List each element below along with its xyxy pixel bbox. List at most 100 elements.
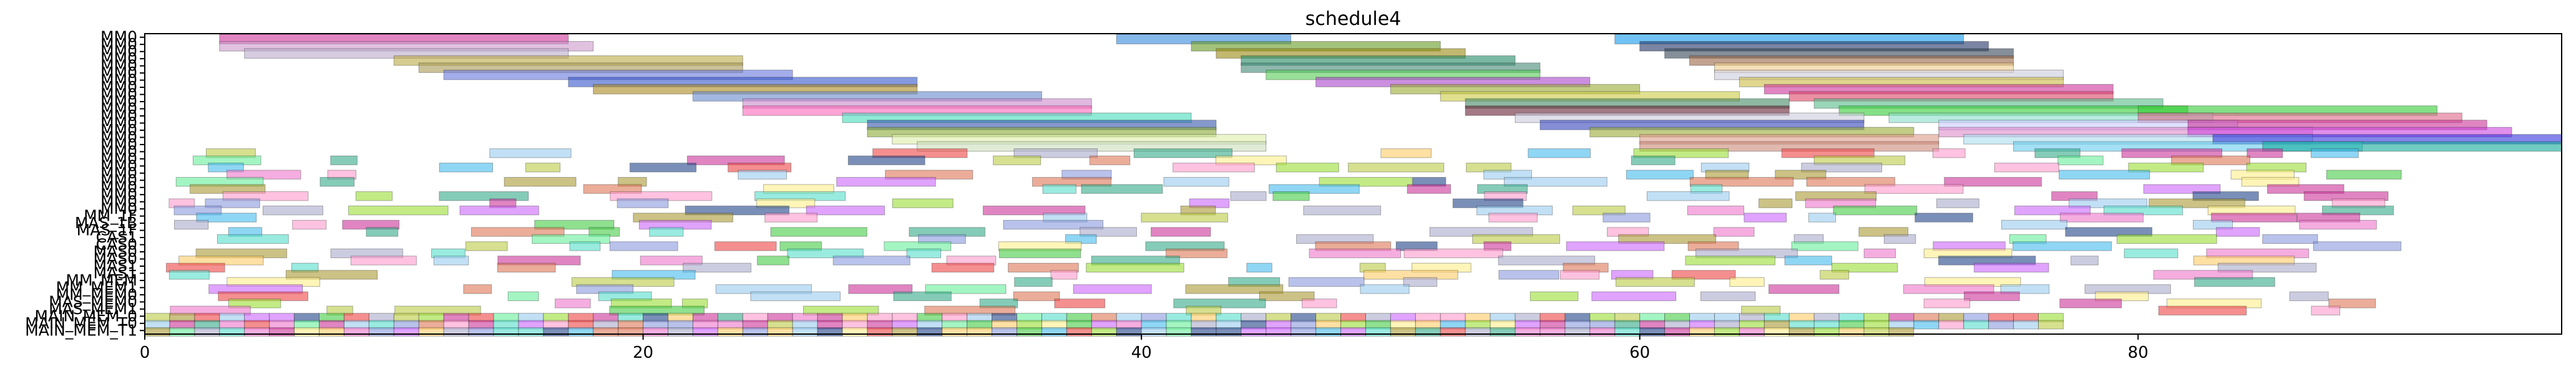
schedule-patch	[2171, 155, 2250, 165]
schedule-patch	[770, 227, 867, 237]
schedule-patch	[534, 219, 615, 230]
schedule-patch	[1974, 262, 2049, 273]
memory-patch	[1290, 327, 1317, 337]
schedule-patch	[1858, 227, 1909, 237]
schedule-patch	[228, 299, 281, 309]
schedule-patch	[555, 299, 591, 309]
schedule-patch	[2326, 170, 2402, 180]
schedule-patch	[226, 170, 301, 180]
schedule-patch	[330, 155, 358, 165]
memory-patch	[992, 327, 1017, 337]
schedule-patch	[832, 256, 910, 266]
schedule-patch	[738, 170, 787, 180]
memory-patch	[244, 327, 270, 337]
y-tick-label: MAS1	[94, 257, 137, 275]
memory-patch	[219, 327, 245, 337]
schedule-patch	[2014, 205, 2091, 216]
schedule-patch	[893, 291, 952, 301]
schedule-patch	[1832, 262, 1898, 273]
schedule-patch	[2103, 205, 2183, 216]
schedule-patch	[836, 177, 936, 187]
memory-patch	[269, 327, 295, 337]
schedule-patch	[459, 205, 539, 216]
memory-patch	[842, 327, 868, 337]
schedule-patch	[764, 213, 817, 223]
schedule-patch	[569, 241, 601, 251]
schedule-patch	[285, 270, 378, 280]
task-bar	[2262, 141, 2562, 152]
schedule-patch	[1073, 284, 1152, 294]
y-tick-label: MM_MEM	[66, 271, 137, 289]
schedule-patch	[439, 163, 494, 173]
memory-patch	[593, 327, 619, 337]
schedule-patch	[1319, 177, 1413, 187]
memory-patch	[717, 327, 743, 337]
memory-patch	[1515, 327, 1541, 337]
schedule-patch	[1246, 262, 1272, 273]
schedule-patch	[1903, 284, 1994, 294]
bars-layer	[144, 34, 2562, 337]
schedule-patch	[640, 256, 703, 266]
schedule-patch	[2216, 227, 2260, 237]
y-tick-label: MAIN_MEM_T1	[25, 321, 137, 339]
schedule-patch	[1687, 205, 1744, 216]
memory-patch	[1938, 320, 1964, 330]
schedule-patch	[2328, 299, 2376, 309]
memory-patch	[368, 327, 394, 337]
schedule-patch	[685, 205, 790, 216]
y-tick-label: MM0	[100, 107, 137, 125]
schedule-patch	[848, 284, 913, 294]
schedule-patch	[2311, 305, 2341, 315]
schedule-patch	[1936, 198, 1979, 208]
schedule-patch	[168, 270, 210, 280]
y-tick-label: MM0	[100, 121, 137, 139]
memory-patch	[1390, 327, 1416, 337]
schedule-patch	[1964, 291, 2020, 301]
memory-patch	[1041, 327, 1067, 337]
schedule-patch	[1631, 155, 1676, 165]
memory-patch	[1066, 327, 1092, 337]
memory-patch	[1016, 327, 1042, 337]
schedule-patch	[2211, 213, 2298, 223]
schedule-patch	[1230, 191, 1267, 201]
memory-patch	[1639, 327, 1666, 337]
y-tick-label: MM0	[100, 150, 137, 168]
schedule-patch	[2116, 234, 2217, 244]
schedule-patch	[463, 284, 492, 294]
memory-patch	[443, 327, 469, 337]
schedule-patch	[1744, 213, 1787, 223]
schedule-patch	[1080, 227, 1137, 237]
schedule-patch	[1864, 184, 1964, 194]
memory-patch	[1141, 327, 1167, 337]
schedule-patch	[906, 248, 942, 259]
schedule-patch	[2095, 291, 2149, 301]
schedule-patch	[2262, 234, 2318, 244]
y-tick-label: CAS1	[96, 228, 137, 246]
memory-patch	[1241, 327, 1267, 337]
schedule-patch	[1915, 213, 1973, 223]
memory-patch	[1963, 320, 1989, 330]
memory-patch	[1838, 327, 1865, 337]
y-tick-label: MM0	[100, 171, 137, 189]
schedule-patch	[2143, 184, 2221, 194]
schedule-patch	[497, 262, 556, 273]
schedule-patch	[1923, 299, 1971, 309]
memory-patch	[518, 327, 544, 337]
y-tick-label: CAS0	[96, 236, 137, 254]
memory-patch	[1465, 327, 1491, 337]
y-tick-label: MM0	[100, 199, 137, 218]
schedule-patch	[1566, 241, 1665, 251]
y-tick-label: MAS_MEM0	[49, 292, 137, 310]
y-tick-label: MM0	[100, 156, 137, 175]
memory-patch	[1714, 327, 1740, 337]
schedule-patch	[1618, 234, 1717, 244]
y-tick-label: MAS_MEM1	[49, 300, 137, 318]
schedule-patch	[2001, 219, 2067, 230]
schedule-patch	[1759, 198, 1793, 208]
schedule-patch	[1042, 184, 1076, 194]
schedule-patch	[1309, 248, 1402, 259]
memory-patch	[2038, 320, 2064, 330]
memory-patch	[817, 327, 843, 337]
x-tick-label: 20	[633, 343, 653, 362]
